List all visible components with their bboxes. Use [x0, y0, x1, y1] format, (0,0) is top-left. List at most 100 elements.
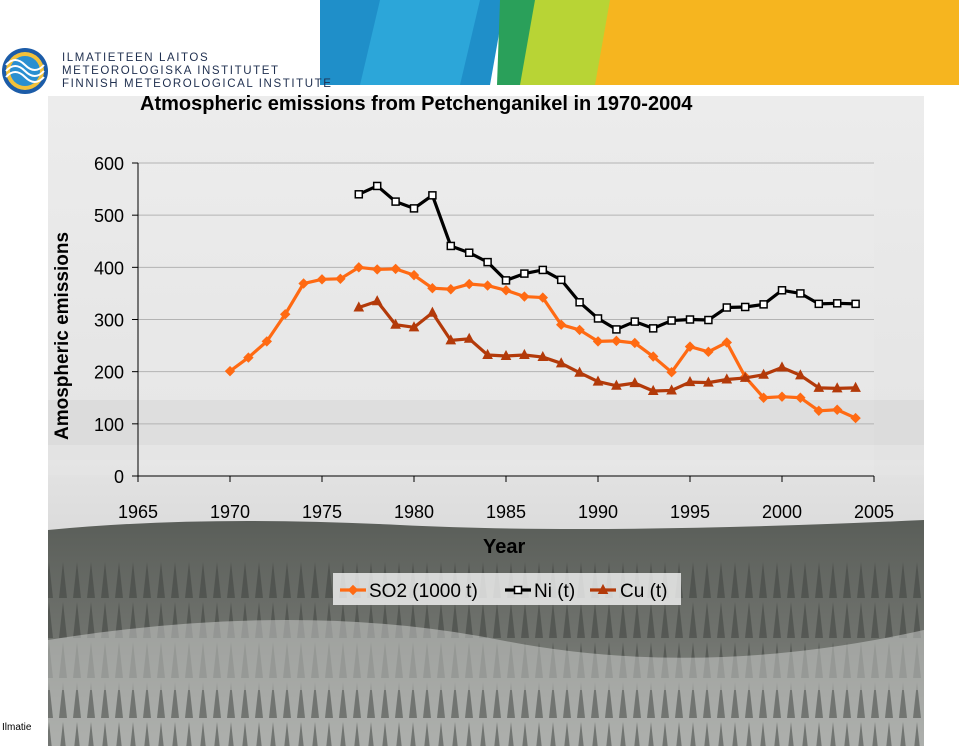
data-point-cu: [574, 366, 585, 377]
data-point-so2: [316, 274, 328, 285]
data-point-so2: [279, 309, 291, 320]
data-point-ni: [464, 248, 474, 257]
data-point-so2: [519, 291, 530, 302]
data-point-so2: [224, 365, 236, 377]
data-point-so2: [684, 341, 696, 352]
data-point-cu: [850, 381, 861, 392]
data-point-so2: [795, 392, 806, 403]
data-point-so2: [592, 336, 604, 347]
data-point-ni: [648, 324, 658, 333]
y-tick-label: 400: [94, 258, 124, 278]
x-tick-label: 1995: [670, 502, 710, 522]
data-point-cu: [592, 375, 604, 386]
y-tick-label: 300: [94, 311, 124, 331]
chart-title: Atmospheric emissions from Petchenganike…: [140, 93, 693, 115]
series-ni: [354, 181, 860, 334]
data-point-ni: [354, 190, 364, 199]
y-tick-labels: 0 100 200 300 400 500 600: [94, 154, 124, 487]
data-point-cu: [647, 384, 659, 395]
y-tick-label: 600: [94, 154, 124, 174]
x-tick-label: 1985: [486, 502, 526, 522]
data-point-cu: [371, 295, 383, 306]
banner-stripes: [0, 0, 959, 90]
data-point-cu: [555, 357, 567, 368]
data-point-ni: [832, 299, 842, 308]
series-so2: [224, 262, 861, 424]
series-line-ni: [358, 184, 856, 332]
data-point-so2: [298, 278, 309, 289]
legend-marker: [597, 583, 609, 594]
data-point-ni: [372, 181, 382, 191]
data-point-cu: [684, 376, 696, 387]
data-point-ni: [685, 315, 695, 324]
org-name-fi: ILMATIETEEN LAITOS: [62, 52, 210, 64]
data-point-ni: [483, 257, 492, 267]
data-point-so2: [408, 269, 420, 281]
data-point-ni: [667, 316, 676, 325]
legend-marker: [513, 585, 523, 595]
data-point-cu: [500, 349, 512, 361]
x-axis-label: Year: [483, 536, 526, 558]
data-point-ni: [593, 314, 603, 323]
data-point-cu: [831, 382, 843, 393]
data-point-so2: [703, 346, 714, 358]
data-point-ni: [777, 286, 787, 295]
data-point-so2: [371, 264, 383, 275]
legend-label: Ni (t): [534, 581, 575, 602]
data-point-cu: [463, 332, 475, 343]
data-point-ni: [428, 191, 437, 200]
data-point-ni: [575, 298, 584, 307]
data-point-ni: [556, 275, 566, 285]
data-point-ni: [612, 325, 621, 334]
data-point-cu: [482, 348, 493, 359]
x-tick-label: 1965: [118, 502, 158, 522]
data-point-so2: [666, 366, 677, 378]
data-point-cu: [795, 369, 806, 380]
y-tick-label: 0: [114, 467, 124, 487]
data-point-so2: [463, 278, 475, 290]
data-point-so2: [574, 324, 585, 336]
legend-label: Cu (t): [620, 581, 668, 602]
data-point-ni: [501, 276, 511, 285]
data-point-cu: [721, 373, 733, 384]
data-point-ni: [814, 299, 824, 309]
data-point-ni: [796, 289, 805, 298]
data-point-so2: [629, 337, 641, 349]
data-point-so2: [721, 337, 733, 348]
y-tick-label: 500: [94, 206, 124, 226]
data-point-cu: [758, 368, 769, 379]
x-tick-label: 1990: [578, 502, 618, 522]
legend-marker: [347, 584, 359, 596]
data-point-cu: [703, 376, 714, 387]
data-point-ni: [446, 241, 456, 251]
data-point-cu: [776, 361, 788, 372]
data-point-cu: [629, 377, 641, 388]
data-point-so2: [611, 335, 622, 347]
data-point-ni: [538, 265, 548, 275]
data-point-cu: [427, 306, 438, 317]
series-group: [224, 181, 861, 424]
data-point-ni: [851, 299, 860, 309]
x-tick-label: 2000: [762, 502, 802, 522]
data-point-ni: [704, 315, 713, 325]
data-point-so2: [427, 282, 438, 294]
x-tick-label: 1980: [394, 502, 434, 522]
series-cu: [353, 295, 861, 395]
data-point-so2: [555, 319, 567, 330]
data-point-cu: [390, 318, 401, 329]
data-point-so2: [243, 352, 254, 363]
data-point-so2: [537, 292, 549, 303]
data-point-cu: [611, 379, 622, 390]
x-tick-label: 1975: [302, 502, 342, 522]
data-point-cu: [445, 334, 457, 345]
data-point-ni: [630, 317, 640, 326]
data-point-so2: [500, 285, 512, 296]
data-point-ni: [409, 204, 419, 213]
axes: [132, 162, 875, 482]
data-point-cu: [537, 350, 549, 362]
x-tick-label: 2005: [854, 502, 894, 522]
data-point-so2: [831, 404, 843, 415]
data-point-ni: [759, 300, 768, 309]
